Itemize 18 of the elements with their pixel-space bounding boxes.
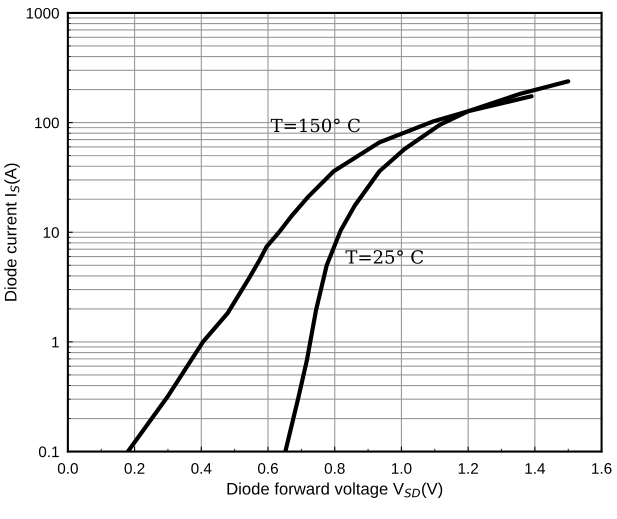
x-axis-title: Diode forward voltage V$_{SD}$(V) xyxy=(228,482,442,498)
x-tick-label: 0.2 xyxy=(124,463,144,474)
x-tick-label: 1.2 xyxy=(458,463,478,474)
x-tick-label: 0.4 xyxy=(191,463,212,474)
y-tick-label: 1000 xyxy=(26,8,59,19)
y-tick-label: 100 xyxy=(35,117,59,128)
y-axis-title: Diode current I$_{S}$(A) xyxy=(4,164,20,301)
y-tick-label: 0.1 xyxy=(38,446,59,458)
x-tick-label: 0.8 xyxy=(324,463,345,474)
y-tick-label: 1 xyxy=(52,336,59,348)
x-tick-label: 0.6 xyxy=(258,463,278,474)
annotation: T=25° C xyxy=(346,250,424,264)
y-tick-label: 10 xyxy=(44,227,59,238)
x-tick-label: 1.6 xyxy=(592,463,612,474)
annotation: T=150° C xyxy=(270,118,360,132)
x-tick-label: 1.4 xyxy=(525,463,546,474)
x-tick-label: 0.0 xyxy=(58,463,78,474)
x-tick-label: 1.0 xyxy=(392,463,412,474)
